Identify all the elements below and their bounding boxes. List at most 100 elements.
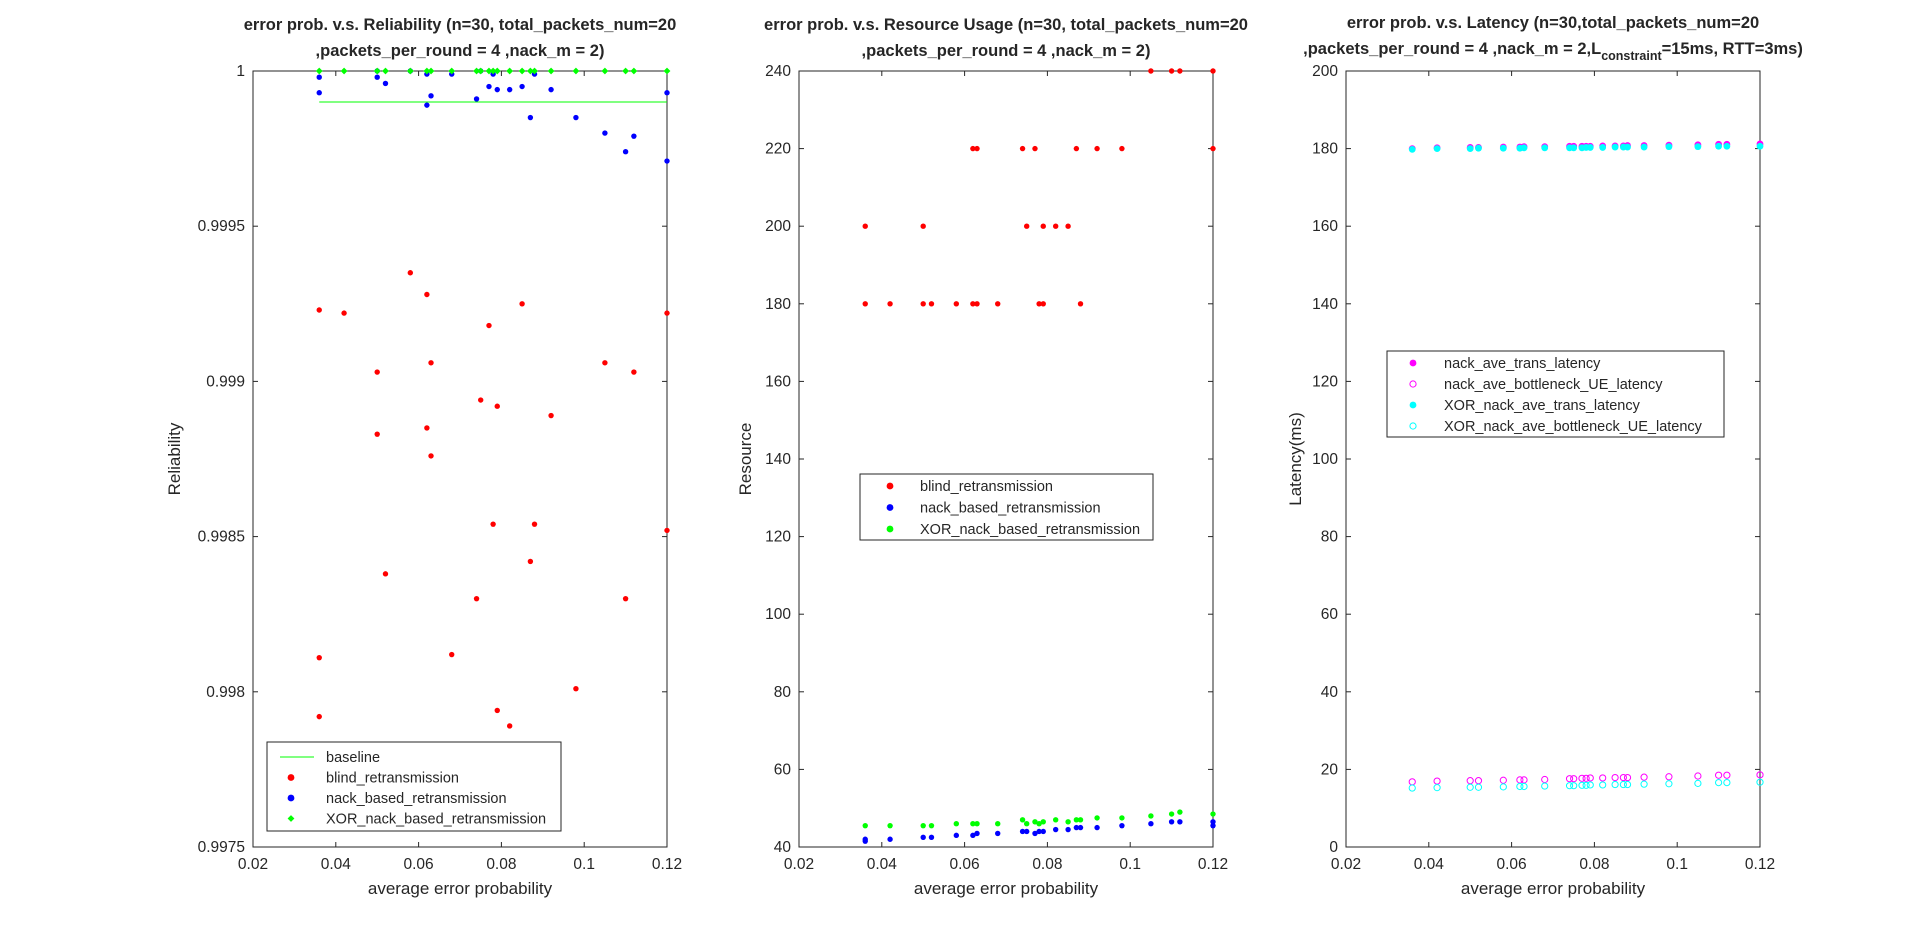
data-point: [928, 834, 935, 840]
data-point: [1119, 145, 1125, 152]
series-XOR-nack-based-retransmission: [862, 809, 1216, 829]
data-point: [485, 67, 493, 75]
y-tick-label: 0.999: [206, 373, 245, 390]
data-point: [373, 67, 381, 75]
data-point: [316, 713, 322, 720]
y-tick-label: 140: [765, 451, 791, 468]
x-tick-label: 0.08: [1579, 856, 1609, 873]
x-tick-label: 0.06: [950, 856, 980, 873]
data-point: [1694, 779, 1702, 787]
data-point: [630, 67, 638, 75]
data-point: [1040, 301, 1046, 307]
legend-marker: [287, 815, 295, 822]
data-point: [920, 223, 926, 229]
data-point: [1582, 781, 1590, 789]
x-axis-label: average error probability: [368, 879, 553, 898]
data-point: [1040, 223, 1046, 229]
data-point: [1466, 783, 1474, 791]
y-tick-label: 0.9995: [198, 218, 245, 235]
data-point: [664, 310, 670, 316]
x-axis-label: average error probability: [914, 879, 1099, 898]
data-point: [382, 571, 389, 577]
data-point: [473, 96, 480, 102]
legend-marker: [1409, 359, 1417, 367]
data-point: [1077, 817, 1084, 823]
data-point: [928, 301, 935, 307]
data-point: [1210, 822, 1216, 829]
series-nack-based-retransmission: [862, 819, 1216, 844]
data-point: [622, 67, 629, 75]
x-tick-label: 0.02: [238, 856, 268, 873]
data-point: [427, 67, 435, 75]
data-point: [382, 80, 389, 87]
data-point: [974, 301, 980, 307]
data-point: [1694, 772, 1702, 780]
data-point: [526, 67, 534, 75]
data-point: [494, 86, 500, 93]
data-point: [531, 521, 538, 527]
legend-entry-label: nack_ave_bottleneck_UE_latency: [1444, 377, 1663, 393]
data-point: [1640, 143, 1648, 151]
y-axis-label: Reliability: [165, 422, 184, 495]
data-point: [920, 301, 926, 307]
x-tick-label: 0.04: [1414, 856, 1445, 873]
data-point: [478, 397, 484, 403]
data-point: [1210, 68, 1216, 74]
data-point: [622, 149, 629, 155]
legend: baseline blind_retransmission nack_based_r…: [266, 741, 562, 832]
data-point: [448, 67, 456, 75]
data-point: [1052, 826, 1059, 833]
data-point: [1036, 821, 1042, 827]
data-point: [1032, 830, 1038, 837]
data-point: [1119, 815, 1125, 821]
data-point: [974, 145, 980, 152]
data-point: [1570, 775, 1578, 783]
y-axis-label: Resource: [736, 423, 755, 496]
data-point: [1582, 774, 1590, 782]
data-point: [341, 310, 347, 316]
data-point: [490, 521, 496, 527]
data-point: [1640, 780, 1648, 788]
data-point: [601, 67, 609, 75]
chart-title-line-2: ,packets_per_round = 4 ,nack_m = 2,Lcons…: [1303, 40, 1803, 63]
data-point: [527, 558, 534, 565]
data-point: [970, 832, 976, 839]
chart-title-line-1: error prob. v.s. Latency (n=30,total_pac…: [1347, 14, 1759, 32]
data-point: [1516, 782, 1524, 791]
data-point: [1756, 771, 1764, 779]
data-point: [1565, 775, 1574, 783]
y-tick-label: 100: [765, 606, 791, 623]
data-point: [424, 102, 430, 108]
data-point: [548, 412, 554, 419]
data-point: [602, 360, 608, 366]
y-tick-label: 200: [1312, 63, 1338, 80]
data-point: [1408, 784, 1416, 792]
legend-entry-label: blind_retransmission: [326, 771, 459, 787]
y-tick-label: 0.998: [206, 684, 245, 701]
data-point: [1715, 771, 1723, 779]
legend-marker: [1409, 380, 1417, 388]
chart-title-line-2: ,packets_per_round = 4 ,nack_m = 2): [316, 42, 605, 60]
data-point: [1168, 811, 1175, 817]
data-point: [1723, 771, 1731, 779]
data-point: [1023, 821, 1030, 827]
legend-marker: [886, 482, 894, 490]
data-point: [1756, 142, 1764, 150]
data-point: [1586, 144, 1594, 151]
series-nack-ave-bottleneck-UE-latency: [1408, 771, 1764, 786]
data-point: [428, 360, 434, 366]
data-point: [519, 301, 525, 307]
data-point: [1723, 142, 1731, 150]
x-tick-label: 0.12: [1198, 856, 1228, 873]
data-point: [1065, 819, 1071, 825]
data-point: [1565, 782, 1574, 790]
data-point: [1408, 145, 1416, 153]
data-point: [494, 403, 500, 409]
data-point: [1019, 828, 1026, 835]
data-point: [374, 74, 380, 80]
data-point: [602, 130, 608, 136]
data-point: [1168, 819, 1175, 825]
data-point: [1094, 815, 1100, 821]
data-point: [424, 291, 430, 298]
data-point: [382, 67, 389, 75]
